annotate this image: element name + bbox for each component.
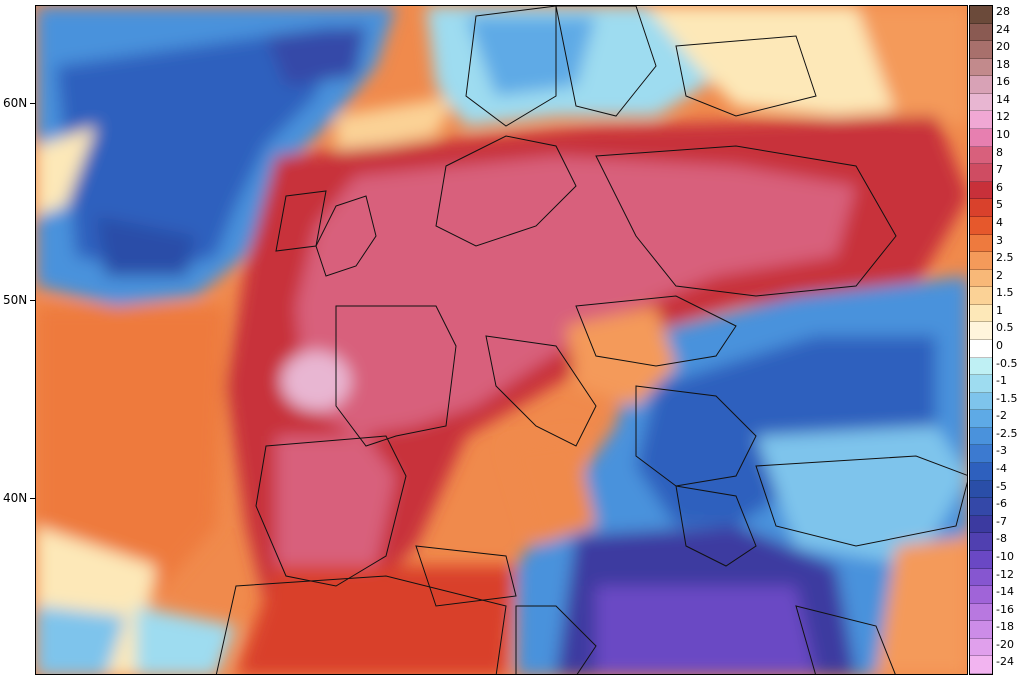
- lat-label-60n: 60N: [3, 96, 28, 110]
- legend-swatch: [970, 181, 992, 200]
- legend-swatch: [970, 656, 992, 674]
- legend-label: -14: [996, 585, 1014, 599]
- legend-label: 18: [996, 57, 1010, 71]
- legend-swatch: [970, 111, 992, 130]
- legend-label: -16: [996, 602, 1014, 616]
- legend-swatch: [970, 76, 992, 94]
- legend-label: 2: [996, 268, 1003, 282]
- coastlines: [215, 6, 967, 674]
- legend-swatch: [970, 164, 992, 182]
- legend-swatch: [970, 234, 992, 253]
- legend-swatch: [970, 603, 992, 622]
- legend-label: 10: [996, 128, 1010, 142]
- legend-label: 7: [996, 163, 1003, 177]
- legend-label: 14: [996, 92, 1010, 106]
- legend-swatch: [970, 445, 992, 464]
- legend-swatch: [970, 199, 992, 217]
- legend-label: -8: [996, 532, 1007, 546]
- legend-label: 16: [996, 75, 1010, 89]
- legend-label: -3: [996, 444, 1007, 458]
- legend-label: 5: [996, 198, 1003, 212]
- legend-label: 3: [996, 233, 1003, 247]
- legend-label: 20: [996, 40, 1010, 54]
- legend-label: -24: [996, 655, 1014, 669]
- legend-label: -18: [996, 620, 1014, 634]
- legend-label: -2.5: [996, 426, 1018, 440]
- legend-swatch: [970, 23, 992, 42]
- lat-tick-40: [30, 498, 35, 499]
- legend-swatch: [970, 463, 992, 481]
- legend-label: 1.5: [996, 286, 1014, 300]
- legend-label: -2: [996, 409, 1007, 423]
- legend-swatch: [970, 586, 992, 604]
- legend-swatch: [970, 129, 992, 147]
- legend-swatch: [970, 392, 992, 411]
- legend-swatch: [970, 252, 992, 270]
- legend-label: -7: [996, 514, 1007, 528]
- legend-swatch: [970, 322, 992, 340]
- legend-swatch: [970, 638, 992, 657]
- temperature-anomaly-map[interactable]: [35, 5, 968, 675]
- legend-swatch: [970, 515, 992, 534]
- legend-swatch: [970, 498, 992, 516]
- lat-tick-50: [30, 300, 35, 301]
- legend-swatch: [970, 375, 992, 393]
- map-svg: [36, 6, 967, 674]
- legend-swatch: [970, 269, 992, 288]
- legend-label: 4: [996, 215, 1003, 229]
- legend-swatch: [970, 304, 992, 323]
- legend-label: 6: [996, 180, 1003, 194]
- legend-label: 12: [996, 110, 1010, 124]
- legend-swatch: [970, 621, 992, 639]
- legend-label: 1: [996, 303, 1003, 317]
- color-legend: [969, 5, 993, 675]
- lat-tick-60: [30, 103, 35, 104]
- legend-label: -5: [996, 479, 1007, 493]
- legend-swatch: [970, 93, 992, 112]
- legend-label: 2.5: [996, 251, 1014, 265]
- legend-swatch: [970, 550, 992, 569]
- legend-label: 24: [996, 22, 1010, 36]
- legend-label: -6: [996, 497, 1007, 511]
- legend-label: 0.5: [996, 321, 1014, 335]
- legend-swatch: [970, 427, 992, 446]
- legend-label: -1.5: [996, 391, 1018, 405]
- legend-swatch: [970, 568, 992, 587]
- legend-label: -20: [996, 637, 1014, 651]
- legend-label: -10: [996, 549, 1014, 563]
- legend-swatch: [970, 357, 992, 376]
- legend-swatch: [970, 340, 992, 358]
- legend-swatch: [970, 410, 992, 428]
- legend-swatch: [970, 6, 992, 24]
- legend-label: 0: [996, 339, 1003, 352]
- legend-swatch: [970, 58, 992, 77]
- legend-swatch: [970, 146, 992, 165]
- legend-label: -12: [996, 567, 1014, 581]
- legend-swatch: [970, 480, 992, 499]
- legend-label: -1: [996, 374, 1007, 388]
- legend-label: 28: [996, 5, 1010, 18]
- lat-label-40n: 40N: [3, 491, 28, 505]
- legend-label: -4: [996, 462, 1007, 476]
- legend-swatch: [970, 287, 992, 305]
- legend-swatch: [970, 216, 992, 235]
- legend-label: -0.5: [996, 356, 1018, 370]
- legend-swatch: [970, 533, 992, 551]
- lat-label-50n: 50N: [3, 293, 28, 307]
- legend-label: 8: [996, 145, 1003, 159]
- legend-swatch: [970, 41, 992, 59]
- anomaly-shading: [36, 6, 967, 674]
